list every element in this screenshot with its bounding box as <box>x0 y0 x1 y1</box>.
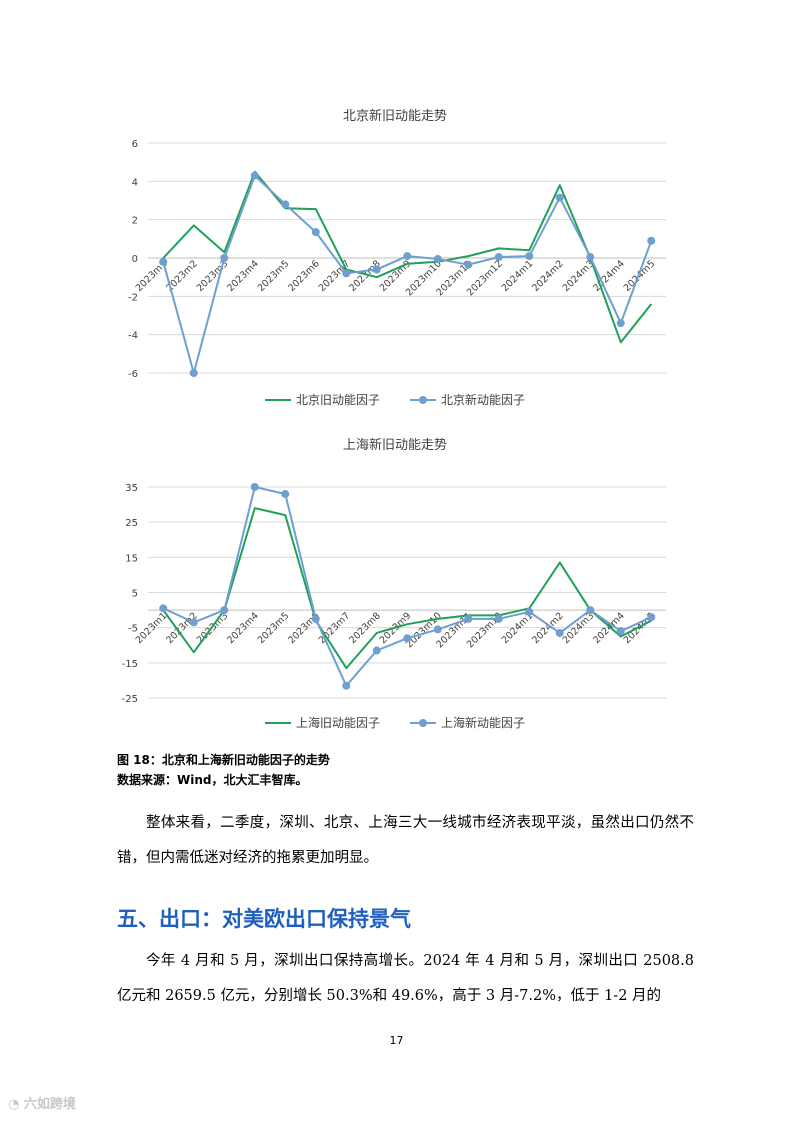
data-point <box>586 606 595 615</box>
y-tick-label: 2 <box>132 216 138 227</box>
data-point <box>311 614 320 623</box>
shanghai-chart: 上海新旧动能走势 35 25 15 5 -5 -15 -25 2023m1 2023m2 2023m… <box>95 430 695 745</box>
x-tick-label: 2024m3 <box>561 258 597 294</box>
data-point <box>586 253 595 262</box>
data-point <box>281 490 290 499</box>
data-point <box>647 613 656 622</box>
data-point <box>159 604 168 613</box>
x-tick-label: 2023m2 <box>164 258 200 294</box>
data-point <box>616 319 625 328</box>
y-tick-label: -2 <box>128 292 138 303</box>
figure-caption: 图 18：北京和上海新旧动能因子的走势 数据来源：Wind，北大汇丰智库。 <box>117 750 330 790</box>
x-tick-label: 2024m5 <box>622 258 658 294</box>
data-point <box>220 254 229 262</box>
series-line-1 <box>162 507 652 670</box>
data-point <box>281 200 290 209</box>
x-tick-label: 2023m2 <box>164 610 200 646</box>
legend-label: 北京新动能因子 <box>441 392 525 407</box>
x-tick-label: 2023m4 <box>225 610 261 646</box>
section-heading: 五、出口：对美欧出口保持景气 <box>117 907 411 931</box>
y-tick-label: -6 <box>128 369 138 380</box>
data-point <box>494 253 503 262</box>
x-tick-label: 2023m5 <box>256 258 292 294</box>
legend-label: 北京旧动能因子 <box>296 393 380 407</box>
data-point <box>525 252 534 261</box>
data-point <box>403 252 412 261</box>
x-tick-label: 2024m2 <box>530 258 566 294</box>
chart-title: 上海新旧动能走势 <box>343 437 447 453</box>
data-point <box>311 228 320 237</box>
x-tick-label: 2023m1 <box>134 610 170 646</box>
watermark-logo: ◔ 六如跨境 <box>8 1093 76 1112</box>
data-point <box>433 625 442 634</box>
data-point <box>342 269 351 278</box>
beijing-chart: 北京新旧动能走势 6 4 2 0 -2 -4 -6 2023m1 2023m2 2023m3 2023… <box>95 100 695 420</box>
data-point <box>433 254 442 263</box>
data-point <box>494 614 503 623</box>
data-point <box>189 369 198 377</box>
x-tick-label: 2023m3 <box>195 258 231 294</box>
data-point <box>189 618 198 627</box>
data-point <box>250 483 259 491</box>
paragraph-exports: 今年 4 月和 5 月，深圳出口保持高增长。2024 年 4 月和 5 月，深圳… <box>117 953 694 1004</box>
data-point <box>159 257 168 266</box>
figure-title: 图 18：北京和上海新旧动能因子的走势 <box>117 753 330 767</box>
y-tick-label: -5 <box>128 624 138 635</box>
y-tick-label: 4 <box>132 177 138 188</box>
x-tick-label: 2023m7 <box>317 610 353 646</box>
data-point <box>250 171 259 180</box>
y-tick-label: -25 <box>122 694 138 705</box>
y-tick-label: -4 <box>128 331 138 342</box>
figure-source: 数据来源：Wind，北大汇丰智库。 <box>117 773 308 787</box>
y-tick-label: 0 <box>132 254 138 265</box>
data-point <box>464 614 473 623</box>
data-point <box>342 681 351 690</box>
data-point <box>555 193 564 202</box>
x-tick-label: 2023m8 <box>347 610 383 646</box>
series-line-1 <box>162 170 653 344</box>
legend-label: 上海新动能因子 <box>441 715 525 730</box>
data-point <box>555 628 564 637</box>
y-tick-label: -15 <box>122 659 138 670</box>
data-point <box>220 606 229 615</box>
beijing-chart-svg: 北京新旧动能走势6420-2-4-62023m12023m22023m32023… <box>128 108 666 407</box>
data-point <box>403 634 412 643</box>
x-tick-label: 2024m1 <box>500 258 536 294</box>
watermark-icon: ◔ <box>8 1097 20 1112</box>
y-tick-label: 6 <box>132 139 138 150</box>
legend-marker <box>419 396 427 404</box>
data-point <box>464 260 473 269</box>
y-tick-label: 15 <box>125 553 138 564</box>
watermark-text: 六如跨境 <box>23 1097 76 1112</box>
data-point <box>616 627 625 636</box>
x-tick-label: 2023m4 <box>225 258 261 294</box>
page-number: 17 <box>389 1034 404 1047</box>
y-tick-label: 25 <box>125 518 138 529</box>
data-point <box>525 607 534 616</box>
data-point <box>647 236 656 245</box>
x-tick-label: 2023m5 <box>256 610 292 646</box>
data-point <box>372 265 381 274</box>
y-tick-label: 35 <box>125 483 138 494</box>
paragraph-summary: 整体来看，二季度，深圳、北京、上海三大一线城市经济表现平淡，虽然出口仍然不错，但… <box>117 815 694 866</box>
series-line-2 <box>162 486 652 687</box>
x-tick-label: 2024m1 <box>500 610 536 646</box>
legend-marker <box>419 719 427 727</box>
x-tick-label: 2023m6 <box>286 258 322 294</box>
y-tick-label: 5 <box>132 589 138 600</box>
legend-label: 上海旧动能因子 <box>296 715 380 730</box>
chart-title: 北京新旧动能走势 <box>343 108 447 124</box>
data-point <box>372 646 381 655</box>
